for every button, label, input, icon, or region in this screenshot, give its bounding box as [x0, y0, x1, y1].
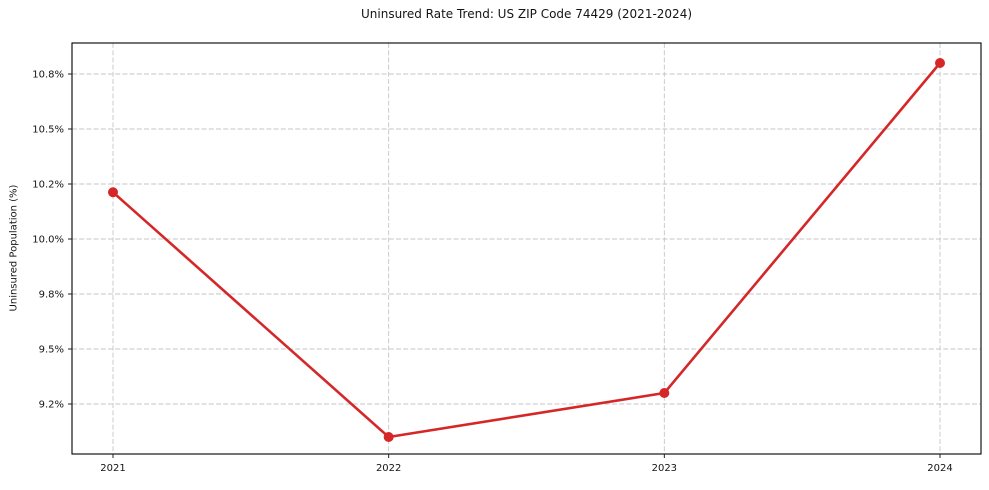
data-point: [935, 58, 945, 68]
y-tick-label: 10.2%: [32, 180, 64, 191]
y-tick-label: 9.2%: [39, 400, 64, 411]
data-point: [108, 187, 118, 198]
x-tick-label: 2021: [100, 463, 125, 474]
trend-line: [111, 61, 942, 439]
data-point: [383, 432, 394, 442]
y-tick-label: 10.5%: [32, 125, 64, 136]
y-tick-label: 9.8%: [39, 290, 64, 301]
y-tick-label: 10.0%: [32, 235, 64, 246]
data-point: [659, 388, 670, 398]
y-tick-label: 10.8%: [32, 70, 64, 81]
y-tick-label: 9.5%: [39, 345, 64, 356]
plot-border: [71, 42, 982, 455]
chart-title: Uninsured Rate Trend: US ZIP Code 74429 …: [360, 7, 693, 21]
x-tick-label: 2024: [927, 463, 952, 474]
x-tick-label: 2023: [652, 463, 677, 474]
x-tick-label: 2022: [376, 463, 401, 474]
